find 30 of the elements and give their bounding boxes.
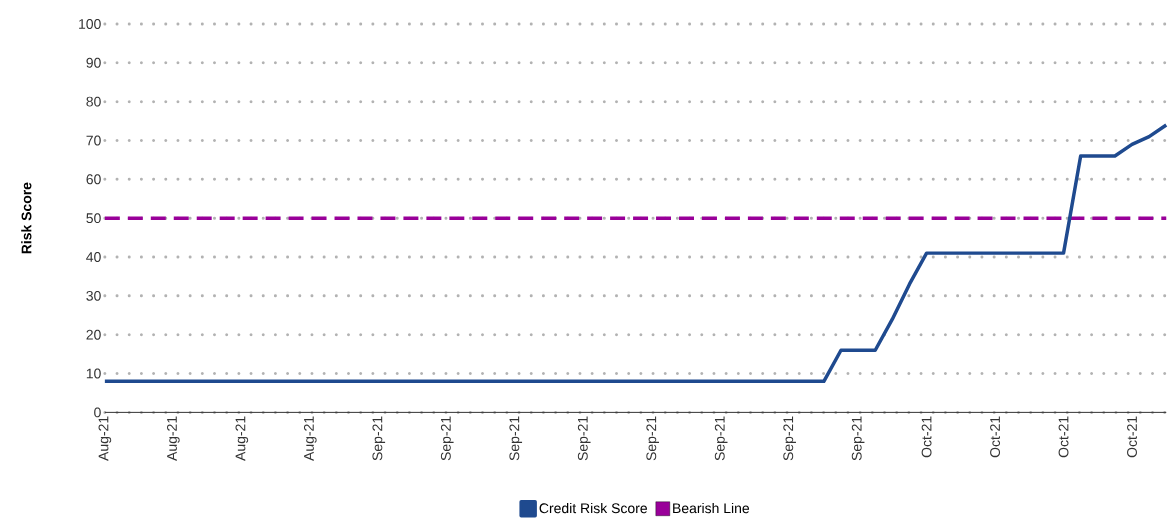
y-tick-label: 10	[86, 368, 101, 379]
y-tick-label: 50	[86, 212, 101, 223]
y-tick-label: 90	[86, 57, 101, 68]
x-tick-label: Sep-21	[851, 416, 865, 461]
x-tick-label: Oct-21	[990, 416, 1001, 457]
legend-label: Bearish Line	[673, 502, 750, 513]
y-tick-label: 20	[86, 329, 101, 340]
x-tick-label: Sep-21	[440, 416, 454, 461]
x-tick-label: Aug-21	[235, 416, 249, 461]
x-tick-label: Aug-21	[303, 416, 317, 461]
y-tick-label: 70	[86, 135, 101, 146]
x-tick-label: Sep-21	[577, 416, 591, 461]
x-tick-label: Sep-21	[714, 416, 728, 461]
legend-label: Credit Risk Score	[539, 502, 647, 513]
y-tick-label: 30	[86, 290, 101, 301]
x-tick-label: Oct-21	[1127, 416, 1137, 457]
y-tick-label: 80	[86, 96, 101, 107]
y-tick-label: 100	[79, 18, 101, 29]
y-tick-label: 60	[86, 174, 101, 185]
y-tick-label: 0	[94, 407, 101, 418]
x-tick-label: Sep-21	[783, 416, 796, 461]
x-tick-label: Sep-21	[509, 416, 523, 461]
x-tick-label: Sep-21	[372, 416, 386, 461]
x-tick-label: Aug-21	[167, 416, 180, 461]
y-tick-label: 40	[86, 251, 101, 262]
y-axis-title: Risk Score	[21, 182, 32, 254]
x-tick-label: Oct-21	[1058, 416, 1069, 457]
x-tick-label: Sep-21	[646, 416, 660, 461]
x-tick-label: Oct-21	[921, 416, 932, 457]
x-tick-label: Aug-21	[98, 416, 112, 461]
